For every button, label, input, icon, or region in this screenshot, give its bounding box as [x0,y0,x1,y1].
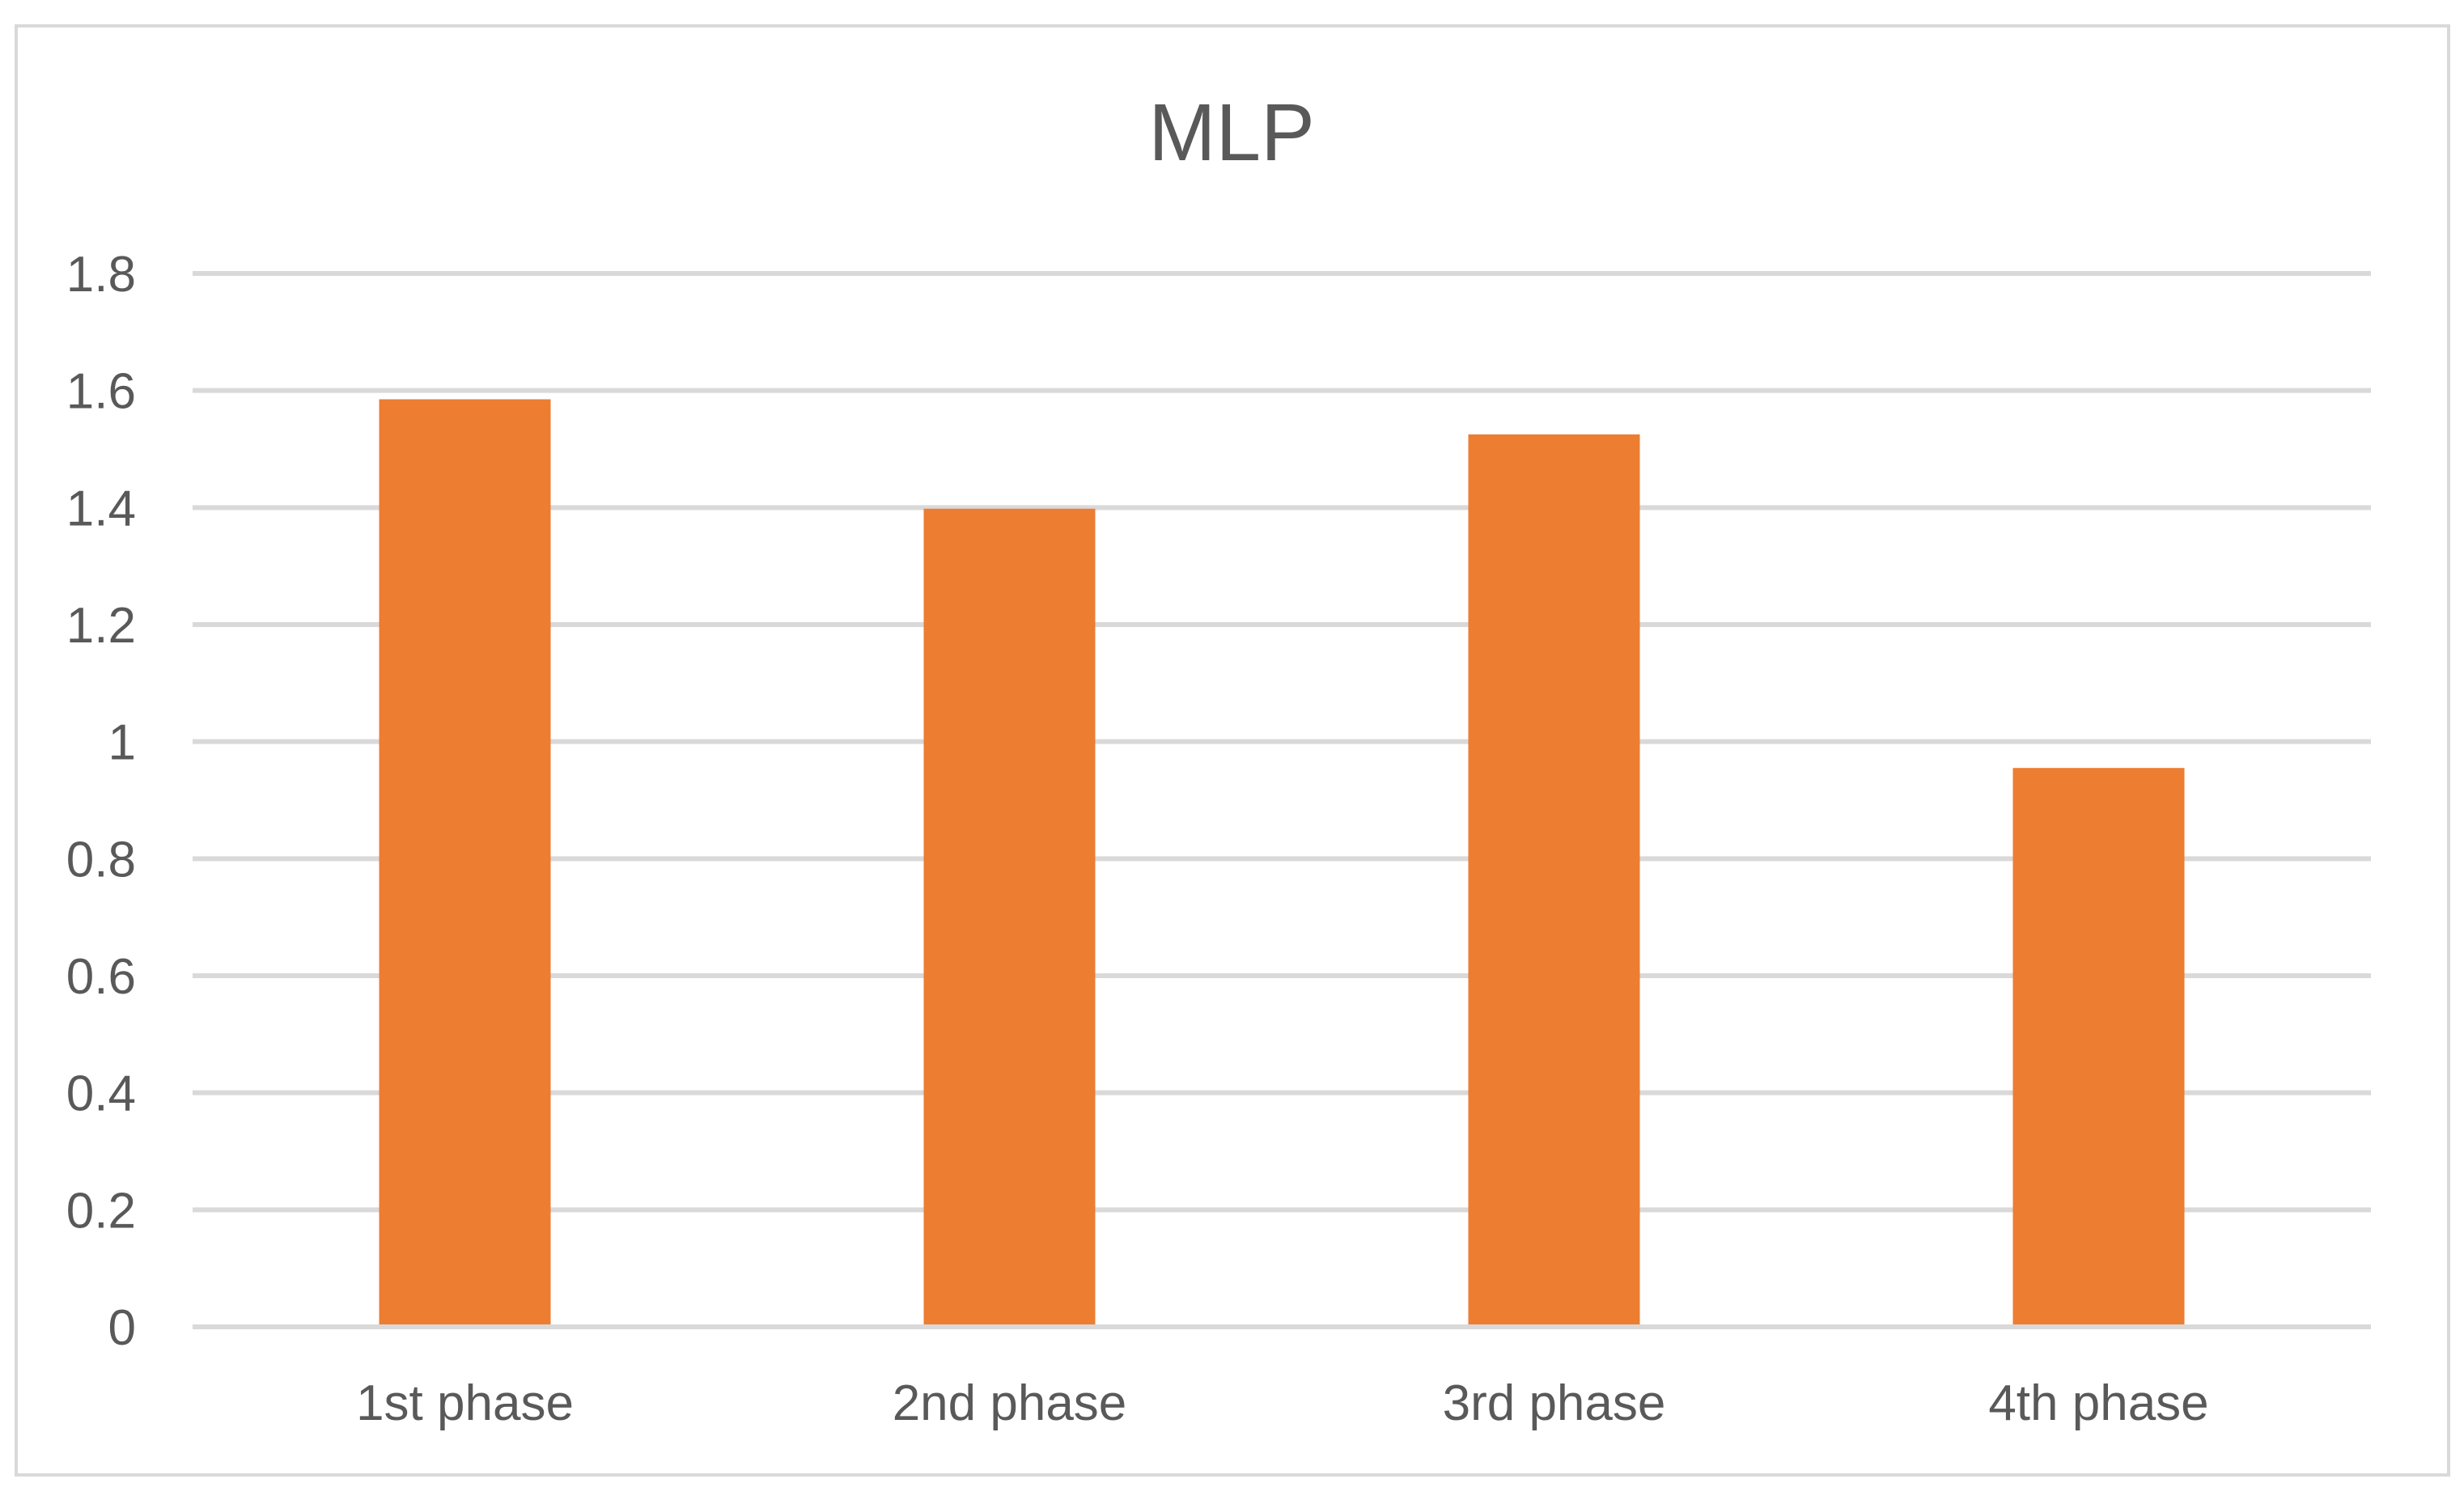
x-tick-label: 2nd phase [893,1375,1127,1431]
y-tick-label: 1.2 [66,598,136,654]
bar [379,399,551,1328]
bar [1468,434,1640,1327]
x-tick-label: 4th phase [1988,1375,2208,1431]
y-axis-tick-labels: 0 0.2 0.4 0.6 0.8 1 1.2 1.4 1.6 1.8 [66,247,136,1356]
y-tick-label: 1.4 [66,481,136,536]
y-tick-label: 1.8 [66,247,136,303]
y-tick-label: 0.6 [66,949,136,1005]
y-tick-label: 1 [108,715,136,771]
gridlines [193,271,2371,1213]
x-tick-label: 3rd phase [1443,1375,1666,1431]
bar [923,508,1096,1327]
bar [2012,768,2185,1327]
x-axis-tick-labels: 1st phase 2nd phase 3rd phase 4th phase [356,1375,2209,1431]
chart-title: MLP [1148,87,1315,178]
y-tick-label: 0 [108,1300,136,1356]
bars [379,399,2185,1328]
y-tick-label: 0.8 [66,832,136,888]
x-tick-label: 1st phase [356,1375,574,1431]
y-tick-label: 1.6 [66,364,136,420]
y-tick-label: 0.4 [66,1066,136,1122]
y-tick-label: 0.2 [66,1183,136,1239]
